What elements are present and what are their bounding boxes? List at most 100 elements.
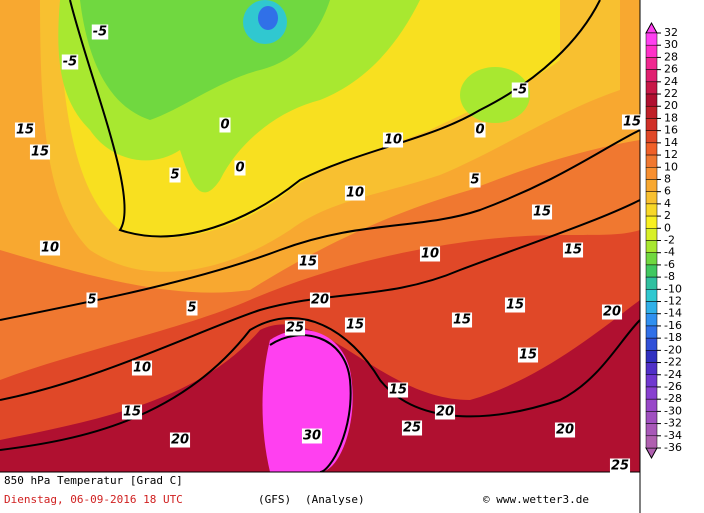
contour-label-box — [39, 240, 61, 256]
scale-band — [645, 32, 658, 46]
contour-label-box — [219, 117, 231, 133]
contour-label: 10 — [346, 186, 364, 201]
contour-label-box — [61, 54, 79, 70]
scale-tick-label: -20 — [664, 343, 682, 356]
scale-tick-label: -18 — [664, 331, 682, 344]
scale-band — [645, 386, 658, 400]
contour-label: 10 — [421, 247, 439, 262]
scale-band — [645, 191, 658, 205]
scale-band — [645, 423, 658, 437]
scale-tick-label: -36 — [664, 441, 682, 454]
run: (Analyse) — [305, 493, 365, 506]
scale-tick-label: 4 — [664, 197, 671, 210]
scale-tick-label: 26 — [664, 63, 678, 76]
contour-label-box — [344, 317, 366, 333]
scale-band — [645, 228, 658, 241]
contour-label: -5 — [63, 55, 77, 70]
contour-label-box — [131, 360, 153, 376]
contour-label: 30 — [303, 429, 321, 444]
scale-tick-label: 32 — [664, 26, 678, 39]
scale-tick-label: 8 — [664, 172, 671, 185]
scale-tick-label: 30 — [664, 38, 678, 51]
contour-label: 15 — [16, 123, 34, 138]
scale-band — [645, 313, 658, 327]
scale-tick-label: 24 — [664, 75, 678, 88]
contour-label: 5 — [470, 173, 479, 188]
contour-label-box — [86, 292, 98, 308]
scale-band — [645, 325, 658, 339]
isotherm — [0, 199, 641, 401]
scale-tick-label: 10 — [664, 160, 678, 173]
contour-label: 0 — [235, 161, 244, 176]
contour-label-box — [434, 404, 456, 420]
field-extreme — [262, 330, 353, 472]
scale-band — [645, 374, 658, 388]
contour-label: 5 — [187, 301, 196, 316]
contour-label-box — [554, 422, 576, 438]
contour-label-box — [121, 404, 143, 420]
scale-tick-label: -30 — [664, 404, 682, 417]
scale-band — [645, 44, 658, 58]
scale-band — [645, 130, 658, 144]
source: © www.wetter3.de — [483, 493, 589, 506]
scale-tick-label: 20 — [664, 99, 678, 112]
scale-band — [645, 301, 658, 314]
contour-label: 0 — [220, 118, 229, 133]
scale-tick-label: -24 — [664, 368, 682, 381]
contour-label: 15 — [346, 318, 364, 333]
scale-arrow-bottom — [645, 447, 658, 460]
scale-tick-label: 16 — [664, 124, 678, 137]
temperature-field — [0, 0, 640, 472]
contour-label-box — [474, 122, 486, 138]
contour-label: 5 — [87, 293, 96, 308]
contour-label-box — [344, 185, 366, 201]
isotherm — [0, 129, 641, 321]
scale-tick-label: -8 — [664, 270, 675, 283]
scale-band — [645, 57, 658, 70]
scale-tick-label: -10 — [664, 282, 682, 295]
contour-label: 10 — [384, 133, 402, 148]
scale-tick-label: -14 — [664, 307, 682, 320]
scale-band — [645, 203, 658, 217]
contour-label: 20 — [311, 293, 329, 308]
scale-tick-label: 28 — [664, 50, 678, 63]
scale-band — [645, 154, 658, 168]
contour-label-box — [531, 204, 553, 220]
map-date: Dienstag, 06-09-2016 18 UTC — [4, 493, 183, 506]
scale-band — [645, 240, 658, 253]
scale-tick-label: -12 — [664, 295, 682, 308]
contour-label-box — [469, 172, 481, 188]
scale-tick-label: 6 — [664, 185, 671, 198]
contour-label-box — [234, 160, 246, 176]
contour-label-box — [29, 144, 51, 160]
contour-label-box — [91, 24, 109, 40]
scale-band — [645, 252, 658, 266]
map-title: 850 hPa Temperatur [Grad C] — [4, 474, 183, 487]
contour-label: 10 — [133, 361, 151, 376]
scale-tick-label: -26 — [664, 380, 682, 393]
scale-band — [645, 105, 658, 119]
contour-label-box — [401, 420, 423, 436]
contour-label: 25 — [403, 421, 421, 436]
contour-label-box — [504, 297, 526, 313]
contour-label-box — [621, 114, 643, 130]
model: (GFS) — [258, 493, 291, 506]
contour-label: 15 — [519, 348, 537, 363]
contour-label-box — [301, 428, 323, 444]
contour-label: 15 — [564, 243, 582, 258]
contour-label-box — [387, 382, 409, 398]
scale-tick-label: 0 — [664, 221, 671, 234]
scale-band — [645, 264, 658, 278]
contour-label: 20 — [556, 423, 574, 438]
scale-band — [645, 179, 658, 192]
scale-band — [645, 81, 658, 95]
contour-label-box — [309, 292, 331, 308]
scale-band — [645, 118, 658, 131]
contour-label: 10 — [41, 241, 59, 256]
contour-label: 20 — [436, 405, 454, 420]
field-cold-east — [460, 67, 530, 123]
contour-label-box — [169, 432, 191, 448]
contour-label: 0 — [475, 123, 484, 138]
